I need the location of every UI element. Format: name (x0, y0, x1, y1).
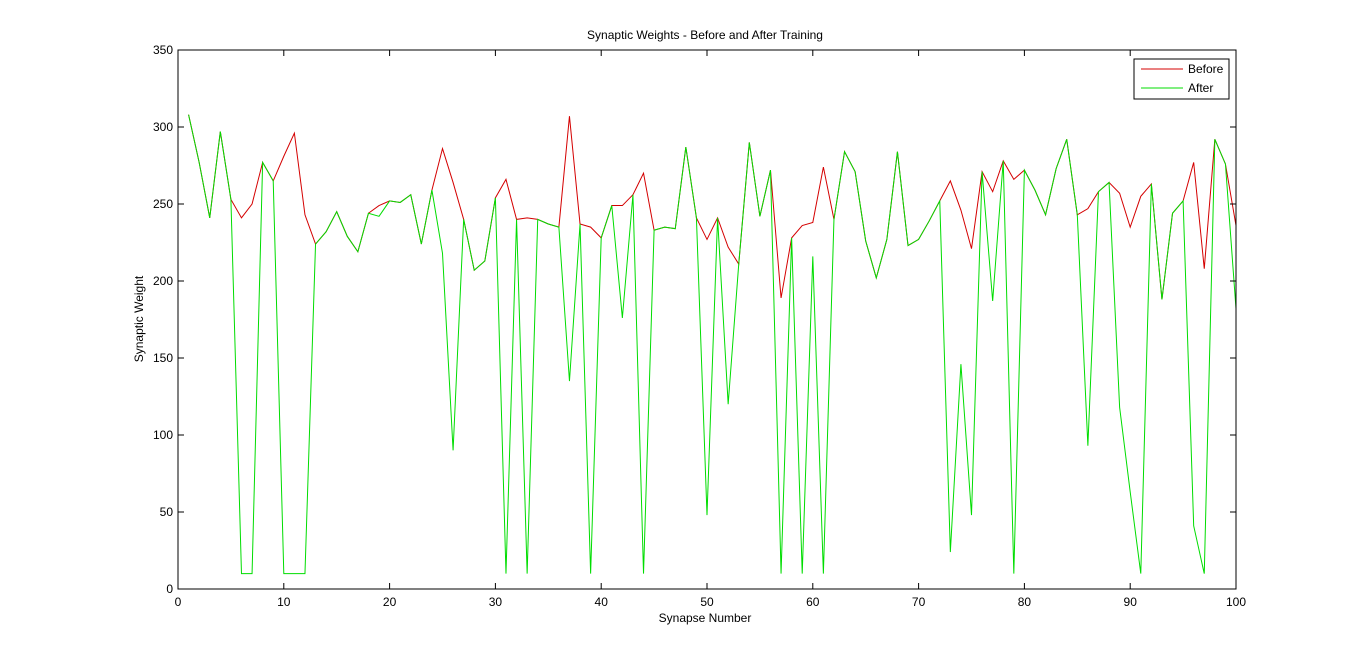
x-tick-label: 40 (595, 595, 609, 609)
y-tick-label: 350 (153, 43, 173, 57)
x-axis-label: Synapse Number (659, 611, 752, 625)
x-tick-label: 90 (1124, 595, 1138, 609)
plot-area (178, 50, 1236, 589)
x-tick-label: 100 (1226, 595, 1246, 609)
x-tick-label: 70 (912, 595, 926, 609)
y-tick-label: 0 (166, 582, 173, 596)
x-tick-label: 80 (1018, 595, 1032, 609)
y-tick-label: 300 (153, 120, 173, 134)
y-axis-label: Synaptic Weight (132, 275, 146, 362)
y-tick-label: 150 (153, 351, 173, 365)
chart-title: Synaptic Weights - Before and After Trai… (587, 28, 823, 42)
x-tick-label: 20 (383, 595, 397, 609)
legend-label-before: Before (1188, 62, 1224, 76)
x-tick-label: 50 (700, 595, 714, 609)
x-tick-label: 60 (806, 595, 820, 609)
x-tick-label: 0 (175, 595, 182, 609)
legend-box (1133, 58, 1230, 100)
legend: Before After (1133, 58, 1230, 100)
y-tick-label: 250 (153, 197, 173, 211)
legend-label-after: After (1188, 81, 1213, 95)
tick-layer: 0 10 20 30 40 50 60 70 80 90 100 0 50 100 150 200 250 300… (153, 43, 1246, 609)
y-tick-label: 200 (153, 274, 173, 288)
x-tick-label: 30 (489, 595, 503, 609)
y-tick-label: 100 (153, 428, 173, 442)
series-layer (188, 114, 1237, 575)
series-line-after (188, 114, 1237, 575)
x-tick-label: 10 (277, 595, 291, 609)
y-tick-label: 50 (160, 505, 174, 519)
